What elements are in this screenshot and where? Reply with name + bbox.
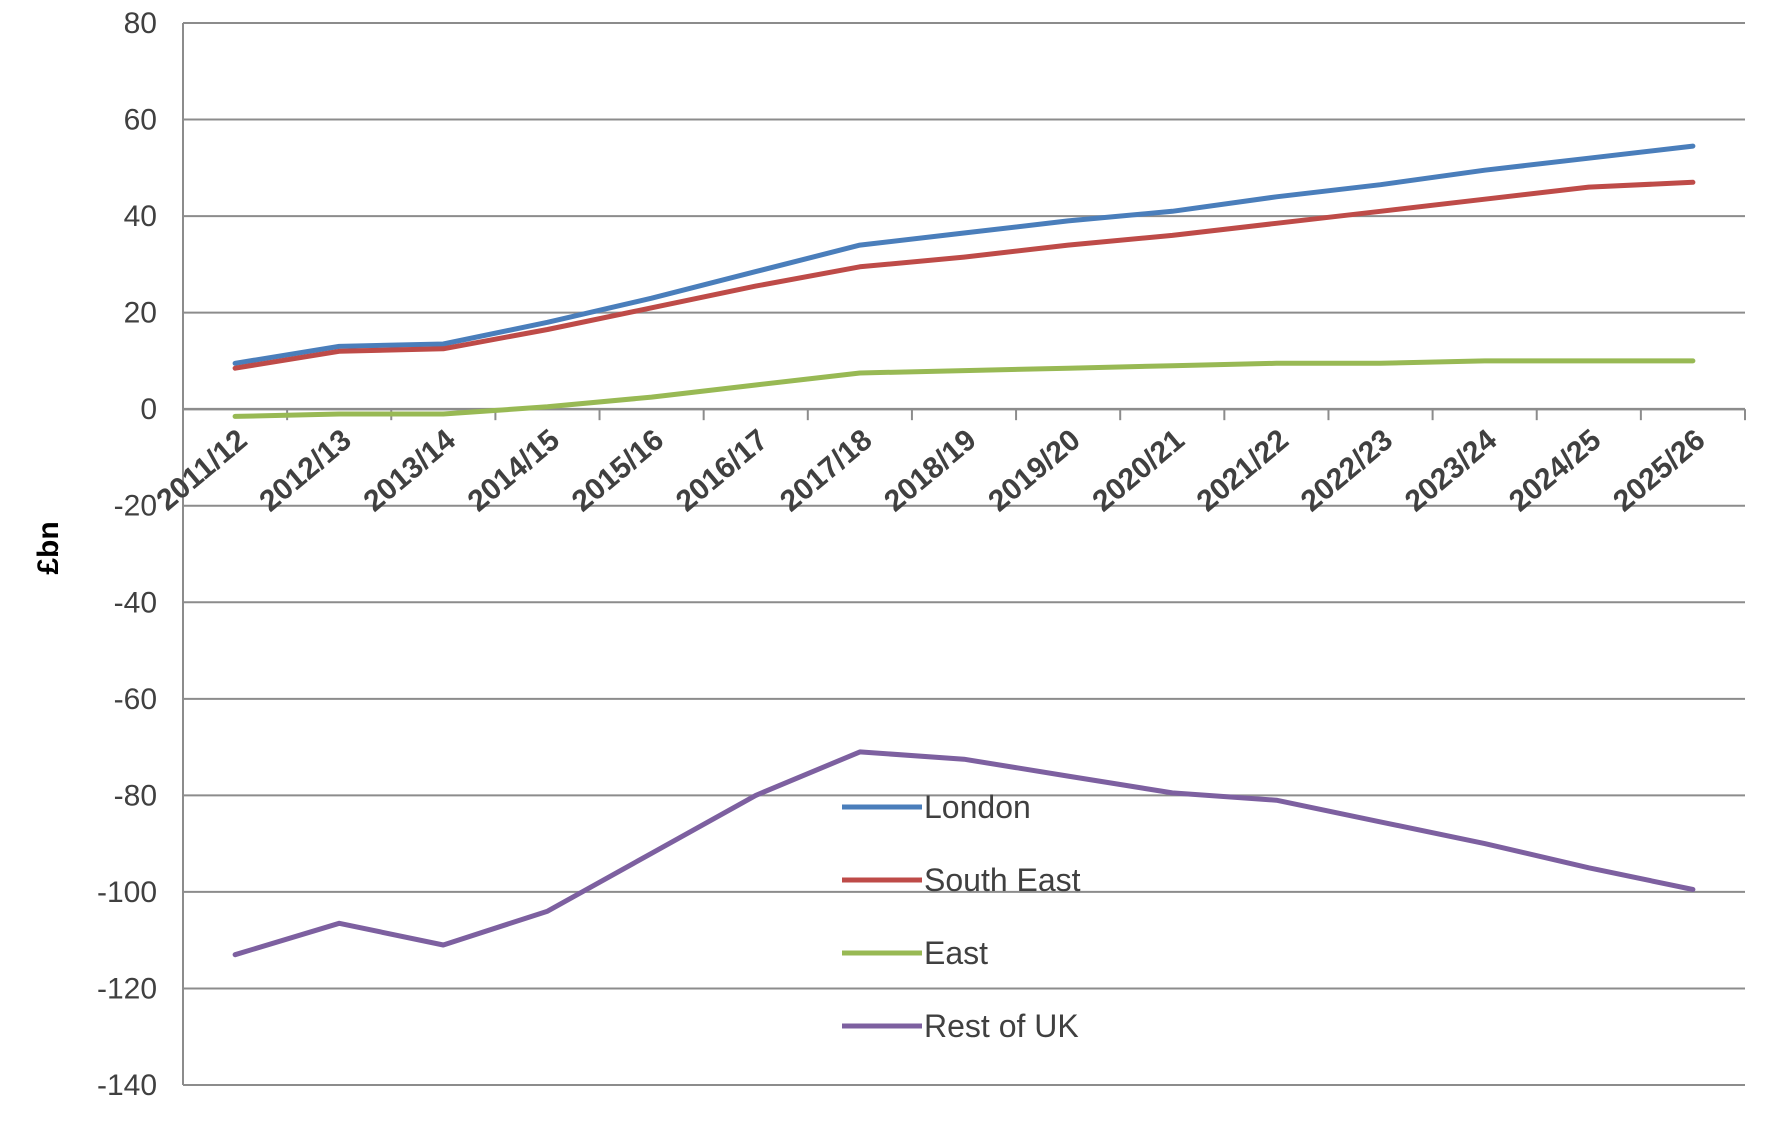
x-tick-label: 2014/15: [462, 423, 566, 518]
legend: London South East East Rest of UK: [842, 789, 1081, 1044]
y-tick-label: 20: [124, 297, 157, 330]
grid-lines: [183, 22, 1745, 1086]
y-tick-label: -20: [114, 490, 157, 523]
y-tick-label: 0: [140, 393, 157, 426]
x-tick-label: 2012/13: [253, 423, 357, 518]
series-line-south-east: [232, 179, 1696, 371]
x-tick-label: 2025/26: [1607, 423, 1711, 518]
legend-label-rest-of-uk: Rest of UK: [924, 1008, 1079, 1044]
series-lines: [232, 143, 1696, 958]
y-tick-label: -100: [97, 876, 157, 909]
x-tick-label: 2023/24: [1399, 423, 1504, 518]
y-tick-label: -80: [114, 779, 157, 812]
x-tick-label: 2017/18: [774, 423, 878, 518]
y-tick-label: 80: [124, 7, 157, 40]
x-tick-label: 2022/23: [1295, 423, 1399, 518]
y-tick-label: -40: [114, 586, 157, 619]
y-tick-label: -60: [114, 683, 157, 716]
x-tick-label: 2015/16: [566, 423, 670, 518]
legend-label-london: London: [924, 789, 1031, 825]
series-line-east: [232, 358, 1696, 419]
legend-label-south-east: South East: [924, 862, 1081, 898]
series-line-london: [232, 143, 1696, 366]
x-tick-label: 2021/22: [1191, 423, 1295, 518]
x-tick-labels: 2011/12 2012/13 2013/14 2014/15 2015/16 2016/…: [151, 423, 1712, 518]
x-tick-label: 2019/20: [982, 423, 1086, 518]
x-tick-label: 2018/19: [878, 423, 982, 518]
y-tick-label: 40: [124, 200, 157, 233]
y-tick-label: -140: [97, 1069, 157, 1102]
series-line-rest-of-uk: [232, 749, 1696, 958]
y-axis-title: £bn: [32, 521, 65, 574]
x-tick-label: 2024/25: [1503, 423, 1607, 518]
y-tick-label: -120: [97, 972, 157, 1005]
x-tick-label: 2013/14: [358, 423, 463, 518]
x-tick-label: 2020/21: [1086, 423, 1190, 518]
x-tick-label: 2016/17: [670, 423, 774, 518]
legend-label-east: East: [924, 935, 988, 971]
axes: [182, 23, 1746, 1085]
x-tick-label: 2011/12: [151, 423, 254, 517]
y-tick-label: 60: [124, 104, 157, 137]
y-tick-labels: 80 60 40 20 0 -20 -40 -60 -80 -100 -120 -140: [97, 7, 157, 1102]
